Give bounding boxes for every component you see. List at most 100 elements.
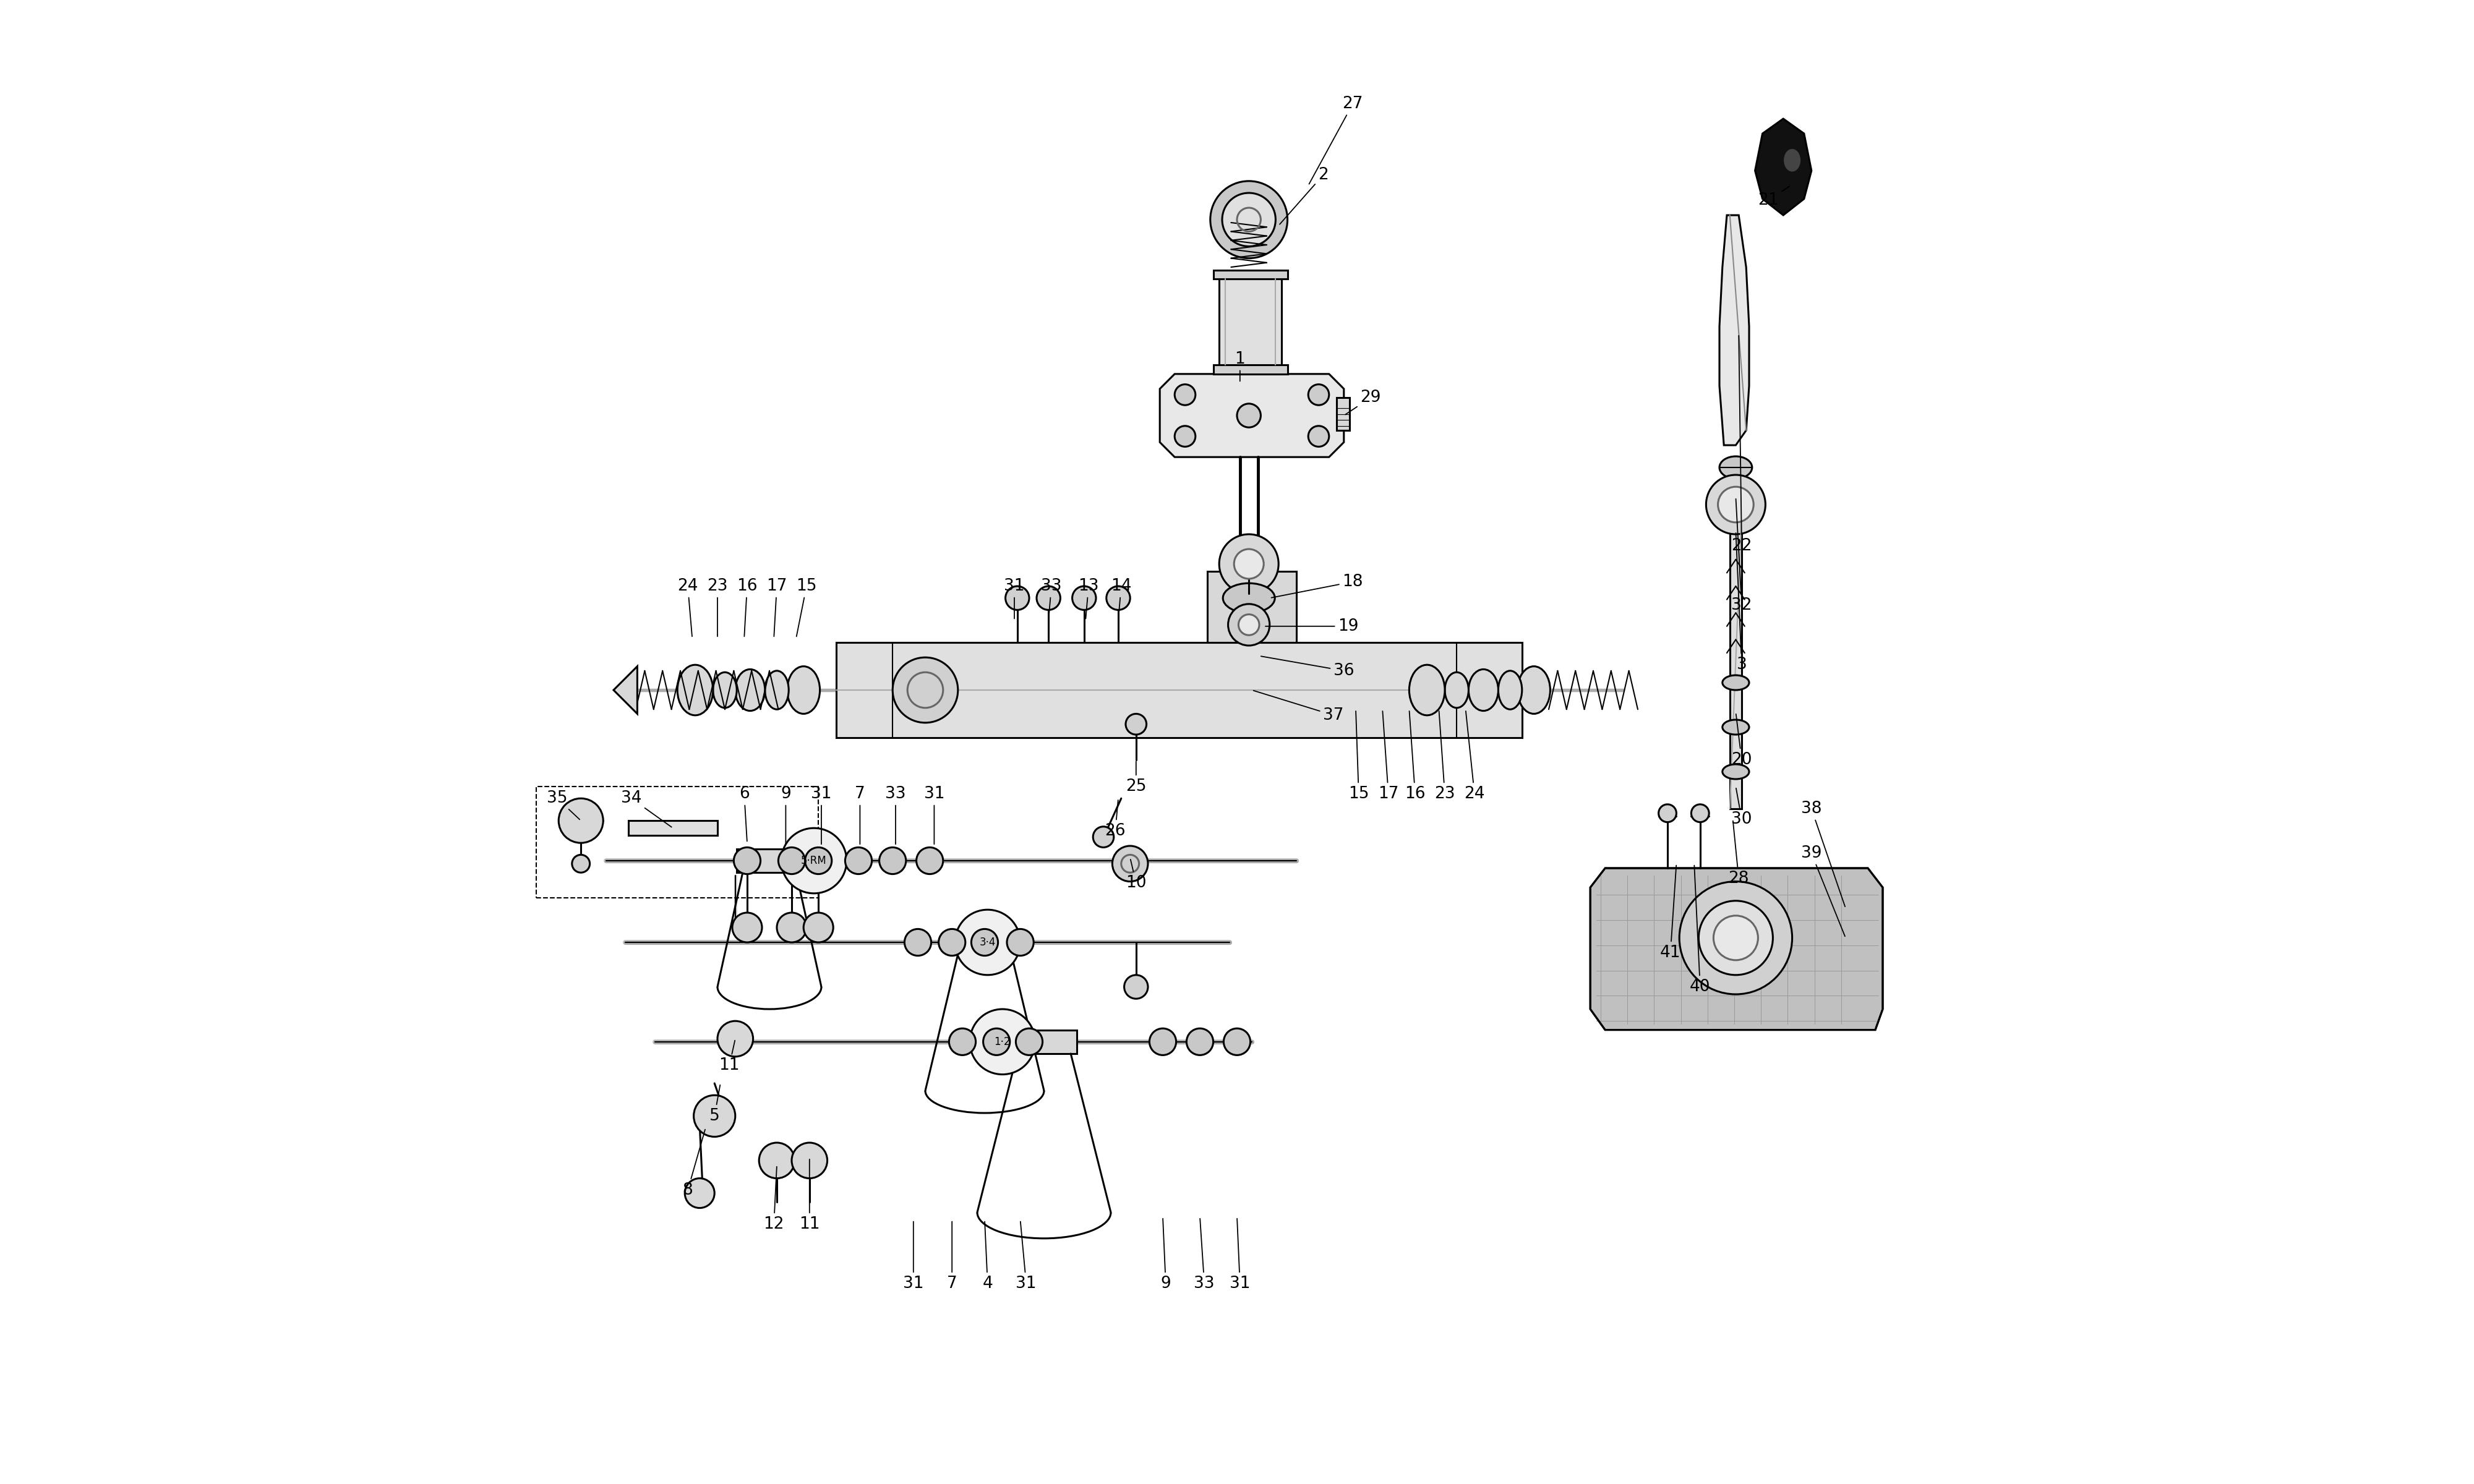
- Circle shape: [1113, 846, 1148, 881]
- Text: 15: 15: [797, 579, 816, 637]
- Text: 23: 23: [708, 579, 727, 637]
- Text: 7: 7: [948, 1221, 957, 1291]
- Text: 24: 24: [1465, 711, 1484, 801]
- Ellipse shape: [1517, 666, 1551, 714]
- Circle shape: [804, 913, 834, 942]
- Ellipse shape: [787, 666, 819, 714]
- Text: 30: 30: [1732, 788, 1752, 827]
- Bar: [737, 849, 802, 873]
- Circle shape: [717, 1021, 752, 1057]
- Circle shape: [1175, 426, 1195, 447]
- Text: 37: 37: [1254, 690, 1343, 723]
- Bar: [1220, 270, 1282, 374]
- Text: 32: 32: [1732, 499, 1752, 613]
- Circle shape: [571, 855, 589, 873]
- Text: 12: 12: [764, 1166, 784, 1232]
- Circle shape: [792, 1143, 826, 1178]
- Bar: [1212, 365, 1286, 374]
- Circle shape: [1106, 586, 1131, 610]
- Text: 22: 22: [1732, 335, 1752, 554]
- Circle shape: [972, 929, 997, 956]
- Circle shape: [955, 910, 1019, 975]
- Text: 21: 21: [1759, 187, 1789, 208]
- Text: 11: 11: [720, 1040, 740, 1073]
- Circle shape: [1123, 975, 1148, 999]
- Text: 35: 35: [547, 791, 579, 819]
- Text: 10: 10: [1126, 859, 1145, 890]
- Ellipse shape: [1470, 669, 1499, 711]
- Text: 33: 33: [1042, 579, 1061, 619]
- Text: 34: 34: [621, 791, 670, 827]
- Bar: [628, 821, 717, 835]
- Text: 31: 31: [1004, 579, 1024, 619]
- Circle shape: [1707, 475, 1766, 534]
- Ellipse shape: [713, 672, 737, 708]
- Circle shape: [982, 1028, 1009, 1055]
- Text: 4: 4: [982, 1221, 992, 1291]
- Ellipse shape: [1499, 671, 1522, 709]
- Circle shape: [559, 798, 604, 843]
- Text: 17: 17: [767, 579, 787, 637]
- Text: 31: 31: [811, 787, 831, 844]
- Text: 15: 15: [1348, 711, 1368, 801]
- Circle shape: [735, 847, 760, 874]
- Bar: [1207, 571, 1296, 643]
- Circle shape: [1017, 1028, 1042, 1055]
- Text: 26: 26: [1106, 800, 1126, 838]
- Circle shape: [1037, 586, 1061, 610]
- Circle shape: [782, 828, 846, 893]
- Ellipse shape: [1445, 672, 1470, 708]
- Circle shape: [1692, 804, 1710, 822]
- Text: 9: 9: [782, 787, 792, 844]
- Circle shape: [1175, 384, 1195, 405]
- Circle shape: [878, 847, 905, 874]
- Text: 5: 5: [710, 1085, 720, 1123]
- Text: 19: 19: [1264, 619, 1358, 634]
- Text: 2: 2: [1279, 168, 1329, 224]
- Text: 25: 25: [1126, 761, 1145, 794]
- Bar: [952, 930, 1017, 954]
- Ellipse shape: [1722, 764, 1749, 779]
- Circle shape: [1222, 193, 1277, 246]
- Circle shape: [1309, 426, 1329, 447]
- Circle shape: [905, 929, 930, 956]
- Bar: [1212, 270, 1286, 279]
- Text: 3·4: 3·4: [980, 936, 995, 948]
- Circle shape: [970, 1009, 1034, 1074]
- Circle shape: [1188, 1028, 1212, 1055]
- Polygon shape: [1754, 119, 1811, 215]
- Bar: [1336, 398, 1351, 430]
- Text: 39: 39: [1801, 846, 1846, 936]
- Circle shape: [1658, 804, 1677, 822]
- Circle shape: [846, 847, 871, 874]
- Text: 8: 8: [683, 1129, 705, 1198]
- Ellipse shape: [1784, 150, 1799, 171]
- Circle shape: [685, 1178, 715, 1208]
- Circle shape: [1225, 1028, 1249, 1055]
- Text: 5·RM: 5·RM: [802, 855, 826, 867]
- Ellipse shape: [764, 671, 789, 709]
- Circle shape: [915, 847, 943, 874]
- Text: 16: 16: [1405, 711, 1425, 801]
- Text: 41: 41: [1660, 865, 1680, 960]
- Ellipse shape: [1222, 583, 1274, 613]
- Text: 11: 11: [799, 1159, 819, 1232]
- Text: 20: 20: [1732, 714, 1752, 767]
- Circle shape: [1004, 586, 1029, 610]
- Circle shape: [732, 913, 762, 942]
- Circle shape: [1680, 881, 1791, 994]
- Text: 23: 23: [1435, 711, 1455, 801]
- Ellipse shape: [735, 669, 764, 711]
- Polygon shape: [614, 666, 638, 714]
- Circle shape: [1237, 404, 1262, 427]
- Text: 24: 24: [678, 579, 698, 637]
- Circle shape: [950, 1028, 975, 1055]
- Circle shape: [1235, 549, 1264, 579]
- Text: 1: 1: [1235, 352, 1244, 381]
- Ellipse shape: [1719, 456, 1752, 478]
- Circle shape: [1071, 586, 1096, 610]
- Polygon shape: [1160, 374, 1343, 457]
- Text: 31: 31: [1017, 1221, 1037, 1291]
- Text: 9: 9: [1160, 1218, 1170, 1291]
- Text: 1·2: 1·2: [995, 1036, 1012, 1048]
